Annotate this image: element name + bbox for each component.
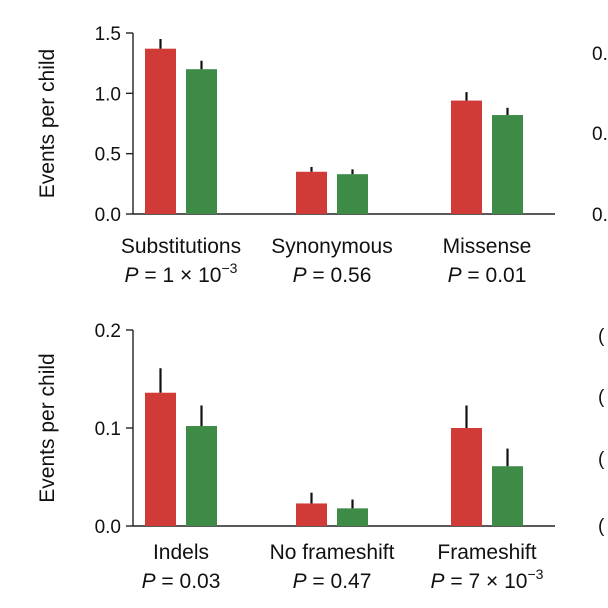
chart-panel-1: 0.0 0.5 1.0 1.5 Events per child Substitution… <box>36 24 555 287</box>
bar <box>296 171 327 214</box>
p-value-label: P = 0.47 <box>293 570 372 593</box>
y-tick-label: 1.5 <box>95 24 121 45</box>
y-tick-label: 1.0 <box>95 84 121 105</box>
chart-panel-2: 0.0 0.1 0.2 Events per child Indels P = 0.03 N… <box>36 321 555 593</box>
y-tick-label: 0.2 <box>95 321 121 342</box>
y-axis-title: Events per child <box>36 353 59 502</box>
cropped-edge-label: ( <box>598 387 605 408</box>
cropped-edge-label: ( <box>598 449 605 470</box>
category-label: Indels <box>153 541 209 564</box>
bar <box>145 48 176 214</box>
category-label: Synonymous <box>271 235 392 258</box>
category-label: Missense <box>443 235 532 258</box>
y-axis-title: Events per child <box>36 49 59 198</box>
y-tick-label: 0.5 <box>95 145 121 166</box>
bar <box>186 426 217 526</box>
bar <box>451 100 482 214</box>
bar <box>337 174 368 214</box>
cropped-edge-label: ( <box>598 326 605 347</box>
bar <box>186 69 217 214</box>
p-value-label: P = 1 × 10−3 <box>125 260 238 287</box>
category-label: Frameshift <box>437 541 536 564</box>
bar <box>337 508 368 526</box>
y-tick-label: 0.0 <box>95 205 121 226</box>
bar <box>492 115 523 214</box>
cropped-edge-label: 0. <box>592 44 608 65</box>
bar <box>296 503 327 526</box>
y-tick-label: 0.0 <box>95 517 121 538</box>
cropped-edge-label: 0. <box>592 205 608 226</box>
y-tick-label: 0.1 <box>95 419 121 440</box>
category-label: No frameshift <box>270 541 395 564</box>
bar <box>492 466 523 526</box>
category-label: Substitutions <box>121 235 241 258</box>
bar <box>451 428 482 526</box>
p-value-label: P = 7 × 10−3 <box>431 566 544 593</box>
p-value-label: P = 0.03 <box>142 570 221 593</box>
p-value-label: P = 0.01 <box>448 264 527 287</box>
bar <box>145 392 176 526</box>
p-value-label: P = 0.56 <box>293 264 372 287</box>
cropped-edge-label: 0. <box>592 124 608 145</box>
cropped-edge-label: ( <box>598 516 605 537</box>
